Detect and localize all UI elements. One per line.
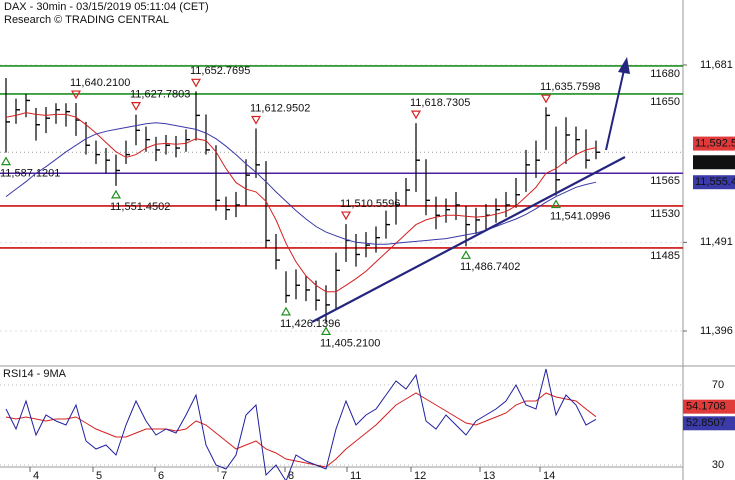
chart-title: DAX - 30min - 03/15/2019 05:11:04 (CET)	[4, 1, 209, 13]
y-tick-label: 70	[712, 379, 724, 391]
low-marker	[110, 189, 122, 199]
trend-line	[311, 156, 626, 323]
ma-line	[5, 122, 597, 245]
low-marker	[460, 250, 472, 259]
level-label: 11565	[650, 175, 680, 187]
x-tick-label: 7	[221, 470, 227, 480]
price-box-label: 11,587.5	[695, 156, 735, 168]
price-box-label: 11,592.5	[695, 137, 735, 149]
plot-layer: 11,68111,49111,3961168011650115651153011…	[0, 59, 735, 480]
low-marker	[280, 306, 292, 316]
high-marker	[340, 211, 352, 221]
low-label: 11,426.1396	[280, 318, 340, 330]
y-tick-label: 30	[712, 459, 724, 471]
low-label: 11,551.4502	[110, 201, 170, 213]
low-marker	[550, 199, 562, 209]
low-label: 11,541.0996	[550, 210, 610, 222]
high-label: 11,612.9502	[250, 102, 310, 114]
x-tick-label: 8	[288, 470, 294, 480]
ma-line	[5, 368, 597, 480]
high-label: 11,510.5596	[340, 198, 400, 210]
level-label: 11485	[650, 250, 680, 262]
ma-line	[5, 112, 597, 293]
y-tick-label: 11,491	[700, 236, 733, 248]
high-marker	[190, 78, 202, 88]
rsi-title: RSI14 - 9MA	[3, 368, 67, 380]
high-marker	[130, 102, 142, 111]
projection-arrow	[605, 69, 625, 151]
low-label: 11,587.1201	[0, 168, 60, 180]
arrow-head	[618, 57, 630, 74]
x-tick-label: 12	[414, 470, 426, 480]
x-tick-label: 13	[483, 470, 495, 480]
high-label: 11,635.7598	[540, 81, 600, 93]
high-marker	[410, 110, 422, 120]
chart-subtitle: Research © TRADING CENTRAL	[4, 14, 169, 26]
high-label: 11,640.2100	[70, 77, 130, 89]
y-tick-label: 11,396	[700, 325, 733, 337]
price-box	[693, 155, 735, 170]
low-label: 11,486.7402	[460, 261, 520, 273]
price-box-label: 11,555.4	[695, 176, 735, 188]
high-label: 11,618.7305	[410, 97, 470, 109]
x-tick-label: 4	[33, 470, 39, 480]
high-marker	[250, 115, 262, 125]
rsi-box-label: 54.1708	[686, 401, 726, 413]
y-tick-label: 11,681	[700, 59, 733, 71]
low-marker	[320, 326, 332, 336]
x-tick-label: 6	[158, 470, 164, 480]
x-tick-label: 14	[543, 470, 555, 480]
level-label: 11680	[650, 68, 680, 80]
rsi-box	[683, 416, 735, 431]
high-label: 11,627.7803	[130, 89, 190, 101]
high-label: 11,652.7695	[190, 65, 250, 77]
level-label: 11650	[650, 96, 680, 108]
low-label: 11,405.2100	[320, 337, 380, 349]
low-marker	[0, 156, 12, 166]
ma-line	[5, 392, 597, 468]
high-marker	[540, 94, 552, 104]
price-box	[693, 175, 735, 190]
level-label: 11530	[650, 208, 680, 220]
price-box	[693, 136, 735, 151]
x-tick-label: 5	[96, 470, 102, 480]
rsi-box-label: 52.8507	[686, 417, 726, 429]
high-marker	[70, 90, 82, 100]
x-tick-label: 11	[350, 470, 361, 480]
rsi-box	[683, 399, 735, 414]
